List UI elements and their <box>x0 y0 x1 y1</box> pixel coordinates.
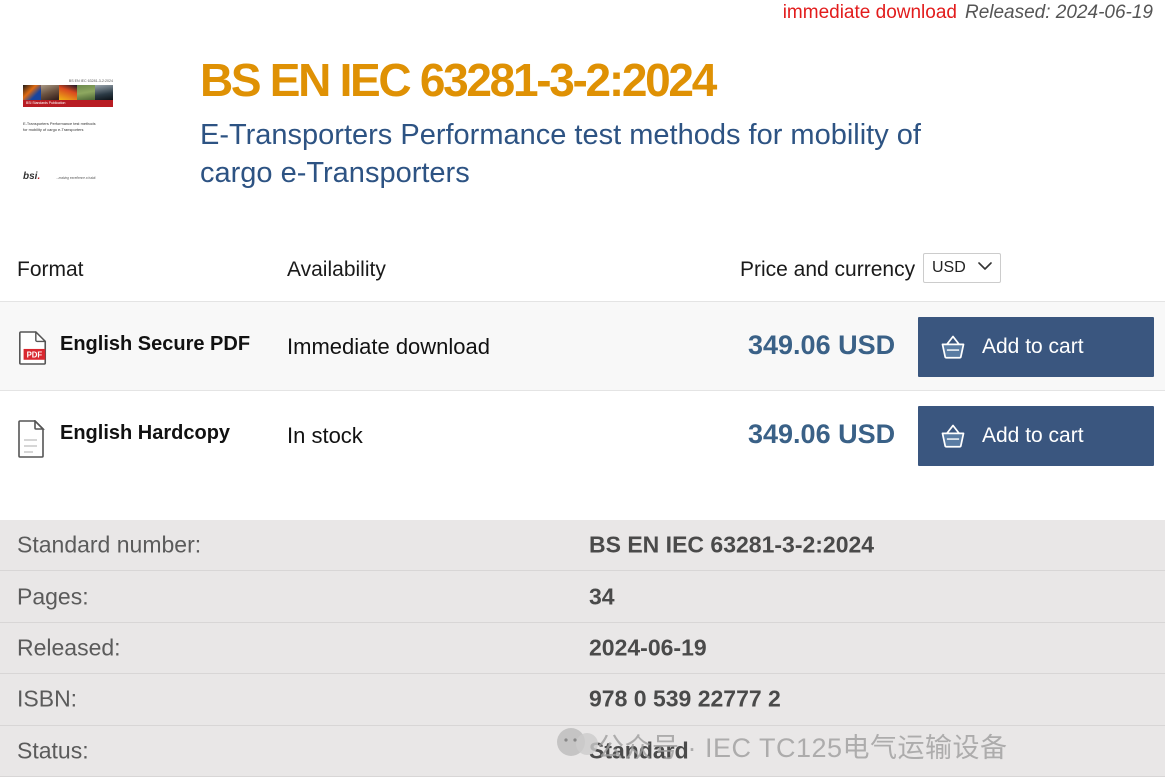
svg-text:PDF: PDF <box>27 350 43 359</box>
